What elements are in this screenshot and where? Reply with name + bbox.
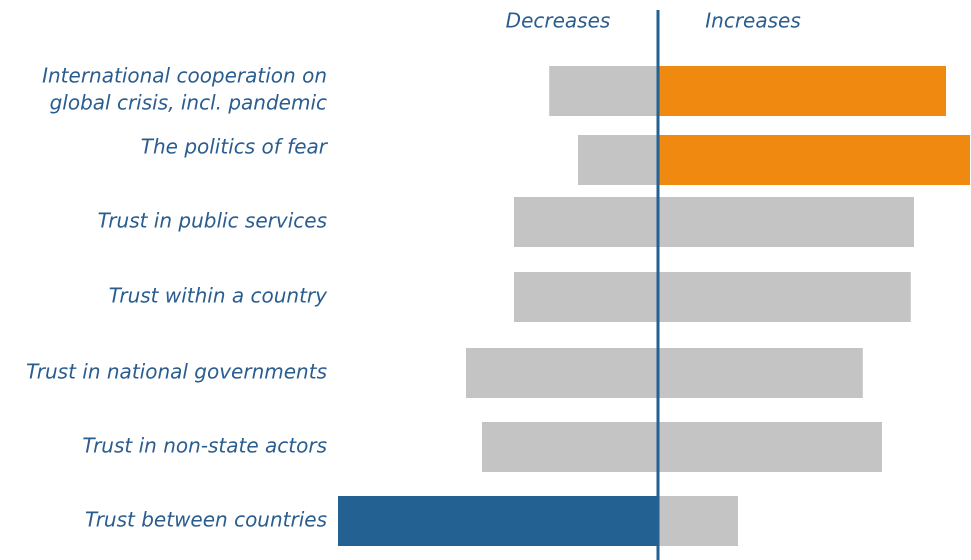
bar	[658, 422, 882, 472]
bar	[658, 272, 911, 322]
bar	[658, 197, 914, 247]
legend-label: Decreases	[506, 9, 611, 33]
category-label: Trust within a country	[109, 284, 328, 308]
category-label: The politics of fear	[141, 135, 329, 159]
bar	[514, 272, 658, 322]
category-label: International cooperation on	[42, 64, 327, 88]
category-label: Trust between countries	[85, 508, 327, 532]
bar	[338, 496, 658, 546]
bar	[482, 422, 658, 472]
bar	[578, 135, 658, 185]
category-label: Trust in non-state actors	[82, 434, 327, 458]
bar	[549, 66, 658, 116]
category-label: Trust in national governments	[26, 360, 327, 384]
bar	[466, 348, 658, 398]
category-label: global crisis, incl. pandemic	[50, 91, 327, 115]
bar	[514, 197, 658, 247]
legend-label: Increases	[705, 9, 801, 33]
bar	[658, 66, 946, 116]
category-label: Trust in public services	[98, 209, 327, 233]
bar	[658, 348, 863, 398]
bar	[658, 135, 970, 185]
bar	[658, 496, 738, 546]
